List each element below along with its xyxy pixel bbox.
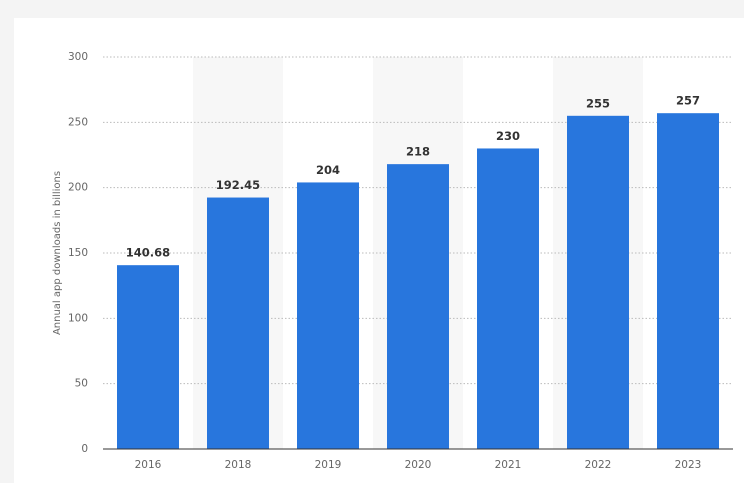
y-tick-label: 50 <box>75 378 88 390</box>
y-tick-label: 0 <box>81 443 88 455</box>
value-label: 140.68 <box>126 246 170 260</box>
bar <box>477 148 539 449</box>
y-tick-label: 150 <box>68 247 88 259</box>
value-label: 255 <box>586 96 610 110</box>
x-tick-label: 2018 <box>225 459 252 471</box>
value-label: 204 <box>316 163 340 177</box>
value-label: 192.45 <box>216 178 260 192</box>
y-tick-label: 200 <box>68 182 88 194</box>
x-tick-label: 2021 <box>495 459 522 471</box>
value-label: 257 <box>676 94 700 108</box>
x-tick-label: 2023 <box>675 459 702 471</box>
bar <box>657 113 719 449</box>
bar <box>387 164 449 449</box>
x-tick-label: 2020 <box>405 459 432 471</box>
y-tick-label: 300 <box>68 51 88 63</box>
y-tick-label: 250 <box>68 116 88 128</box>
bar <box>297 182 359 449</box>
bar <box>207 197 269 449</box>
value-label: 230 <box>496 129 520 143</box>
x-tick-label: 2016 <box>135 459 162 471</box>
value-label: 218 <box>406 145 430 159</box>
bar <box>567 115 629 450</box>
x-tick-label: 2019 <box>315 459 342 471</box>
y-tick-label: 100 <box>68 312 88 324</box>
x-tick-label: 2022 <box>585 459 612 471</box>
bar <box>117 265 179 449</box>
y-axis-label: Annual app downloads in billions <box>52 171 63 335</box>
